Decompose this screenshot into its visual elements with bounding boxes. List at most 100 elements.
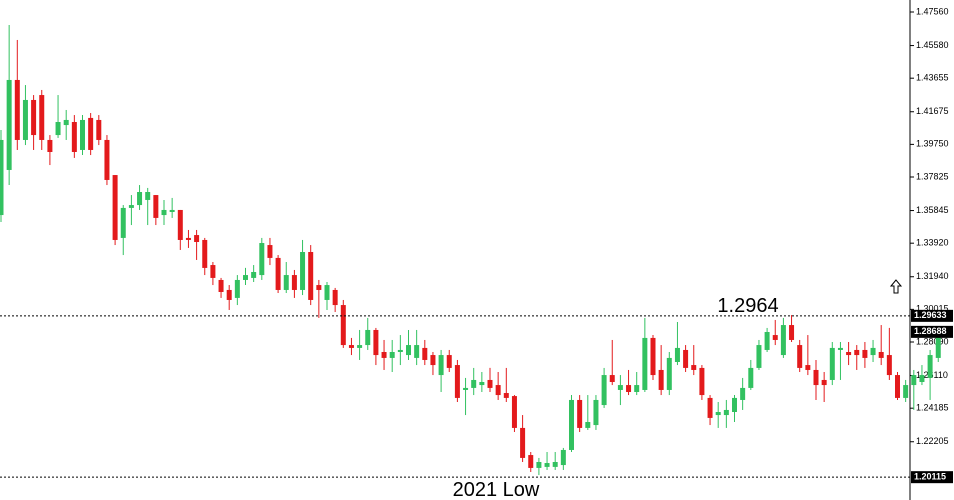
candle-body bbox=[88, 117, 94, 150]
y-tick-label: 1.35845 bbox=[916, 205, 949, 215]
candle-body bbox=[454, 365, 460, 398]
y-tick-label: 1.43655 bbox=[916, 73, 949, 83]
candle-body bbox=[185, 237, 191, 240]
candle-body bbox=[357, 345, 363, 348]
candle-body bbox=[47, 139, 53, 152]
candle-body bbox=[422, 347, 428, 360]
price-label: 1.20115 bbox=[914, 472, 946, 482]
candle-body bbox=[658, 369, 664, 390]
price-label-box bbox=[911, 471, 953, 484]
candle-body bbox=[340, 305, 346, 346]
candle-body bbox=[194, 235, 200, 242]
y-tick-label: 1.24185 bbox=[916, 403, 949, 413]
candle-body bbox=[283, 275, 289, 290]
candle-body bbox=[797, 345, 803, 368]
candle-body bbox=[218, 279, 224, 292]
annotation: 2021 Low bbox=[453, 479, 540, 500]
candle-body bbox=[837, 347, 843, 350]
y-tick-label: 1.30015 bbox=[916, 304, 949, 314]
candle-body bbox=[715, 412, 721, 416]
candle-body bbox=[585, 422, 591, 428]
candle-body bbox=[406, 345, 411, 356]
candle-body bbox=[55, 122, 61, 136]
candle-body bbox=[446, 355, 452, 368]
y-tick-label: 1.31940 bbox=[916, 271, 949, 281]
candle-body bbox=[732, 397, 737, 412]
candle-body bbox=[870, 347, 876, 356]
candle-body bbox=[243, 275, 248, 280]
candle-body bbox=[80, 119, 85, 150]
candle-body bbox=[764, 332, 770, 350]
candle-body bbox=[911, 375, 917, 386]
candle-body bbox=[177, 209, 183, 240]
candle-body bbox=[291, 275, 297, 290]
candle-body bbox=[854, 349, 860, 356]
candle-body bbox=[821, 379, 827, 386]
y-tick-label: 1.33920 bbox=[916, 238, 949, 248]
candle-body bbox=[536, 462, 542, 468]
candle-body bbox=[39, 95, 45, 140]
candle-body bbox=[161, 209, 167, 216]
candle-body bbox=[397, 349, 403, 352]
candle-body bbox=[617, 385, 623, 390]
candle-body bbox=[300, 252, 306, 290]
last-price-label: 1.28688 bbox=[914, 326, 947, 336]
candle-body bbox=[414, 345, 420, 358]
candle-body bbox=[691, 365, 697, 370]
y-tick-label: 1.41675 bbox=[916, 106, 949, 116]
candle-body bbox=[487, 379, 493, 388]
price-label: 1.29633 bbox=[914, 310, 947, 320]
candle-body bbox=[348, 345, 354, 348]
candle-body bbox=[601, 375, 607, 406]
candle-body bbox=[275, 257, 281, 290]
candle-body bbox=[120, 207, 126, 238]
candle-body bbox=[650, 337, 656, 376]
y-tick-label: 1.47560 bbox=[916, 6, 949, 16]
candle-body bbox=[699, 367, 705, 396]
y-tick-label: 1.39750 bbox=[916, 139, 949, 149]
candle-body bbox=[463, 387, 469, 390]
candle-body bbox=[71, 122, 77, 152]
candle-body bbox=[503, 393, 509, 398]
candle-body bbox=[137, 192, 143, 206]
candle-body bbox=[251, 272, 257, 278]
candle-body bbox=[862, 349, 868, 358]
candle-body bbox=[96, 119, 102, 140]
candle-body bbox=[756, 345, 762, 368]
candle-body bbox=[593, 399, 599, 426]
candle-body bbox=[210, 265, 216, 278]
candle-body bbox=[626, 385, 632, 392]
candle-body bbox=[226, 289, 232, 300]
candle-body bbox=[829, 347, 835, 380]
candle-body bbox=[528, 455, 534, 468]
candle-body bbox=[267, 245, 273, 258]
candle-body bbox=[169, 209, 175, 212]
candle-body bbox=[389, 352, 395, 358]
candle-body bbox=[479, 382, 485, 386]
candle-body bbox=[609, 375, 615, 382]
candle-body bbox=[316, 285, 322, 290]
candle-body bbox=[0, 139, 4, 216]
up-arrow-icon bbox=[889, 279, 903, 294]
candle-body bbox=[886, 355, 892, 376]
candle-body bbox=[707, 397, 713, 418]
candle-body bbox=[577, 399, 583, 428]
candle-body bbox=[430, 355, 436, 366]
candle-body bbox=[805, 365, 811, 370]
candle-body bbox=[642, 337, 648, 390]
candle-body bbox=[666, 357, 672, 390]
y-tick-label: 1.28090 bbox=[916, 336, 949, 346]
candle-body bbox=[789, 325, 795, 340]
candle-body bbox=[560, 449, 566, 466]
candle-body bbox=[723, 409, 729, 416]
candle-body bbox=[31, 99, 37, 136]
candle-body bbox=[846, 352, 852, 356]
candle-body bbox=[63, 119, 69, 126]
candle-body bbox=[145, 192, 151, 200]
candle-body bbox=[471, 379, 477, 388]
y-tick-label: 1.22205 bbox=[916, 436, 949, 446]
candle-body bbox=[748, 367, 754, 388]
candle-body bbox=[373, 329, 379, 356]
candle-body bbox=[153, 195, 159, 218]
candle-body bbox=[234, 279, 240, 298]
